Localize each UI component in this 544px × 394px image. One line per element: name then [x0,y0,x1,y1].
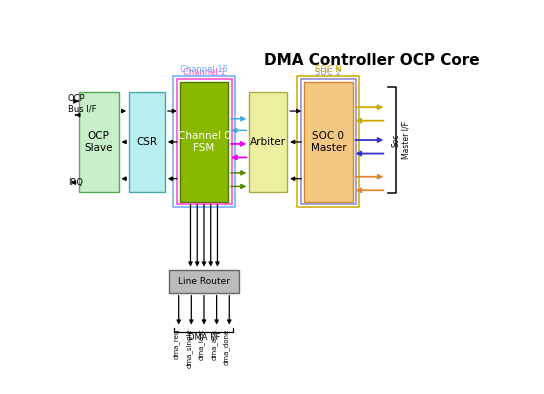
Bar [297,76,360,207]
Text: dma_done: dma_done [224,329,230,365]
Text: dma_last: dma_last [198,329,205,360]
Text: SOC N: SOC N [315,65,342,74]
Bar [180,82,228,202]
Text: SOC 1: SOC 1 [316,68,341,77]
Text: IRQ: IRQ [68,178,83,187]
Bar [78,92,119,192]
Text: Arbiter: Arbiter [250,137,286,147]
Text: dma_req: dma_req [173,329,180,359]
Text: Channel 1: Channel 1 [183,68,226,77]
Bar [249,92,287,192]
Text: Soc
Master I/F: Soc Master I/F [391,121,411,159]
Text: OCP
Slave: OCP Slave [84,131,113,153]
Bar [129,92,165,192]
Text: DMA I/F: DMA I/F [188,333,220,342]
Text: Line Router: Line Router [178,277,230,286]
Text: Channel 0
FSM: Channel 0 FSM [177,131,230,153]
Bar [301,79,356,204]
Bar [173,76,236,207]
Text: dma_single: dma_single [186,329,192,368]
Bar [169,269,239,293]
Text: DMA Controller OCP Core: DMA Controller OCP Core [264,53,479,68]
Bar [177,79,232,204]
Text: Channel 15: Channel 15 [180,65,228,74]
Text: dma_ack: dma_ack [211,329,218,360]
Bar [304,82,353,202]
Text: OCP
Bus I/F: OCP Bus I/F [68,94,96,113]
Text: CSR: CSR [137,137,158,147]
Text: SOC 0
Master: SOC 0 Master [311,131,346,153]
